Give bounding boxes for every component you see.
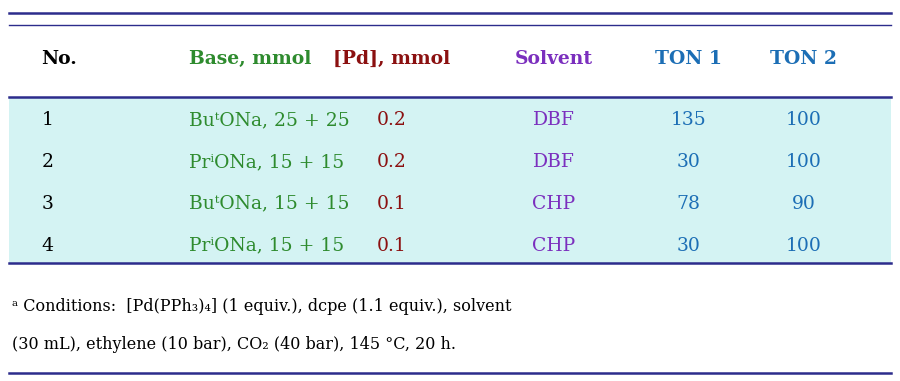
Text: No.: No. <box>41 50 77 68</box>
Text: 0.1: 0.1 <box>376 195 407 213</box>
Text: 3: 3 <box>41 195 53 213</box>
FancyBboxPatch shape <box>9 13 891 97</box>
FancyBboxPatch shape <box>9 97 891 263</box>
Text: TON 2: TON 2 <box>770 50 837 68</box>
Text: CHP: CHP <box>532 195 575 213</box>
Text: BuᵗONa, 25 + 25: BuᵗONa, 25 + 25 <box>189 111 350 129</box>
Text: 4: 4 <box>41 237 53 255</box>
Text: (30 mL), ethylene (10 bar), CO₂ (40 bar), 145 °C, 20 h.: (30 mL), ethylene (10 bar), CO₂ (40 bar)… <box>12 336 455 353</box>
Text: 100: 100 <box>786 153 822 171</box>
Text: 30: 30 <box>677 153 700 171</box>
Text: PrⁱONa, 15 + 15: PrⁱONa, 15 + 15 <box>189 237 344 255</box>
Text: 1: 1 <box>41 111 53 129</box>
Text: DBF: DBF <box>533 111 574 129</box>
Text: Base, mmol: Base, mmol <box>189 50 311 68</box>
Text: Solvent: Solvent <box>515 50 592 68</box>
Text: 90: 90 <box>792 195 815 213</box>
Text: PrⁱONa, 15 + 15: PrⁱONa, 15 + 15 <box>189 153 344 171</box>
Text: 30: 30 <box>677 237 700 255</box>
Text: ᵃ Conditions:  [Pd(PPh₃)₄] (1 equiv.), dcpe (1.1 equiv.), solvent: ᵃ Conditions: [Pd(PPh₃)₄] (1 equiv.), dc… <box>12 298 511 315</box>
Text: 135: 135 <box>670 111 706 129</box>
Text: DBF: DBF <box>533 153 574 171</box>
Text: 0.2: 0.2 <box>376 111 407 129</box>
Text: CHP: CHP <box>532 237 575 255</box>
Text: 0.2: 0.2 <box>376 153 407 171</box>
Text: 100: 100 <box>786 111 822 129</box>
Text: 100: 100 <box>786 237 822 255</box>
Text: 0.1: 0.1 <box>376 237 407 255</box>
Text: [Pd], mmol: [Pd], mmol <box>333 50 450 68</box>
Text: 78: 78 <box>677 195 700 213</box>
Text: 2: 2 <box>41 153 53 171</box>
Text: TON 1: TON 1 <box>655 50 722 68</box>
Text: BuᵗONa, 15 + 15: BuᵗONa, 15 + 15 <box>189 195 349 213</box>
